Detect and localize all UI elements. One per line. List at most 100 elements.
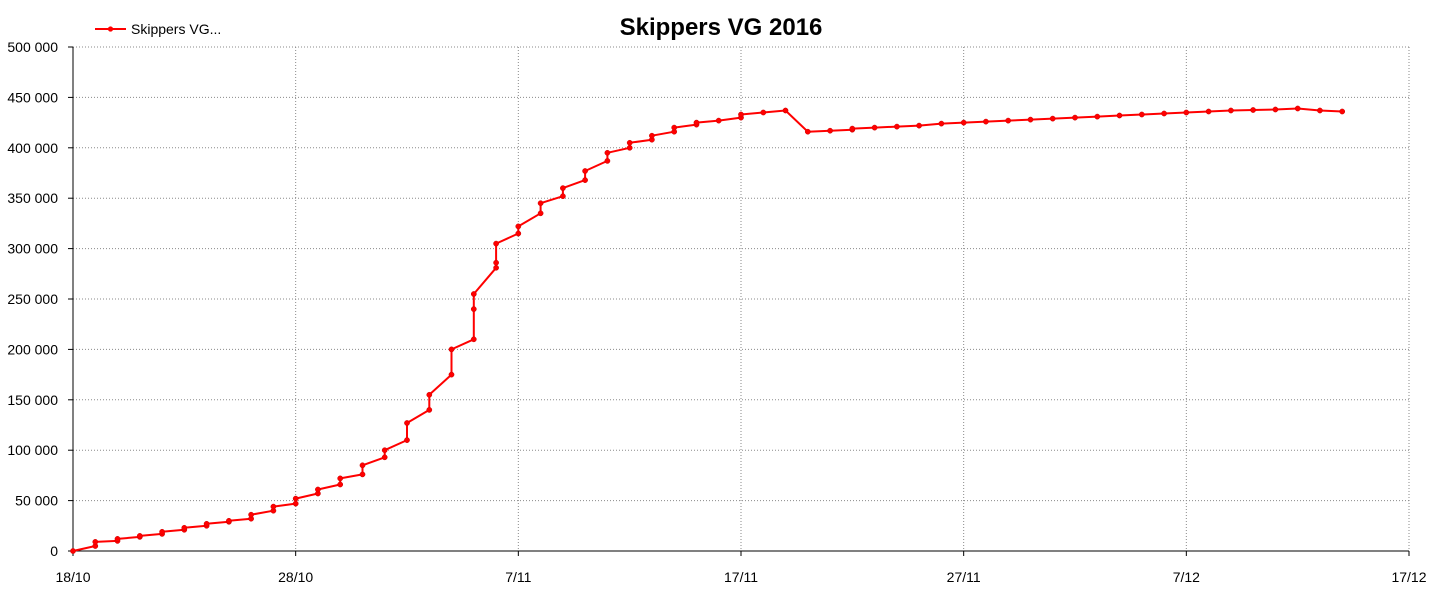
data-point [537,210,544,217]
x-tick-label: 17/12 [1391,569,1426,585]
y-tick-label: 200 000 [7,341,58,357]
data-point [604,149,611,156]
data-point [226,517,232,524]
data-point [782,107,789,114]
data-point [292,495,299,502]
data-point [1272,106,1279,113]
data-point [114,536,121,542]
data-point [760,109,767,116]
grid [73,46,1410,551]
y-tick-label: 150 000 [7,392,58,408]
data-point [1228,107,1234,114]
legend: Skippers VG... [95,21,221,37]
data-point [738,111,744,118]
legend-marker [107,26,114,32]
data-point [1138,111,1145,118]
data-point [1072,114,1078,121]
data-point [292,500,299,507]
data-point [470,336,477,343]
data-point [849,125,856,132]
data-point [92,539,99,545]
data-point [404,420,410,426]
data-point [359,471,366,478]
data-point [381,447,388,454]
y-tick-label: 0 [50,543,58,559]
data-point [1339,108,1346,115]
x-tick-label: 7/12 [1173,569,1200,585]
y-tick-label: 500 000 [7,39,58,55]
data-point [426,407,433,413]
data-point [70,548,76,554]
data-point [515,223,522,230]
data-point [493,240,499,247]
y-axis-ticks: 0 50 000 100 000 150 000 200 000 250 000 300 0… [7,39,73,559]
data-point [827,127,833,134]
chart-title: Skippers VG 2016 [620,14,823,41]
x-tick-label: 7/11 [505,569,531,585]
data-point [493,264,499,271]
data-point [270,503,277,510]
y-tick-label: 400 000 [7,140,58,156]
data-point [1049,115,1056,122]
data-point [404,437,410,443]
x-tick-label: 17/11 [724,569,758,585]
data-point [671,124,678,131]
data-point [248,511,254,518]
data-point [560,185,566,191]
data-point [381,454,388,461]
data-point [1094,113,1101,120]
data-point [626,139,633,146]
y-tick-label: 100 000 [7,442,58,458]
data-point [626,144,633,151]
x-tick-label: 18/10 [55,569,90,585]
data-point [582,168,588,174]
y-tick-label: 50 000 [15,493,58,509]
data-point [649,132,655,139]
data-point [470,291,477,297]
data-point [1294,105,1301,112]
data-point [1183,109,1190,116]
data-point [582,177,588,183]
x-tick-label: 27/11 [947,569,981,585]
data-point [560,193,566,200]
data-point [871,124,878,131]
data-point [181,524,188,531]
data-point [1027,116,1034,123]
data-point [938,120,945,127]
data-point [448,371,455,378]
data-point [203,520,210,527]
data-point [693,119,700,126]
data-point [1161,110,1167,117]
data-point [894,123,900,130]
data-point [960,119,967,126]
data-point [359,462,366,469]
y-tick-label: 250 000 [7,291,58,307]
data-point [1116,112,1123,119]
data-point [159,528,165,535]
y-tick-label: 350 000 [7,190,58,206]
data-point [426,391,433,398]
legend-label: Skippers VG... [131,21,221,37]
x-axis-ticks: 18/10 28/10 7/11 17/11 27/11 7/12 17/12 [55,551,1427,585]
data-point [804,128,811,135]
data-point [1317,107,1323,114]
data-point [604,158,611,164]
y-tick-label: 450 000 [7,89,58,105]
data-point [337,475,344,482]
series-line [72,107,1343,552]
data-point [448,346,455,353]
data-point [315,486,321,493]
data-point [1005,117,1012,124]
x-tick-label: 28/10 [278,569,313,585]
data-point [537,200,544,207]
data-point [1205,108,1212,115]
data-point [983,118,989,125]
data-point [515,230,522,237]
y-tick-label: 300 000 [7,241,58,257]
data-point [916,122,922,129]
data-point [493,259,499,266]
data-point [715,117,722,124]
series-group [70,105,1346,554]
data-point [1250,107,1256,113]
